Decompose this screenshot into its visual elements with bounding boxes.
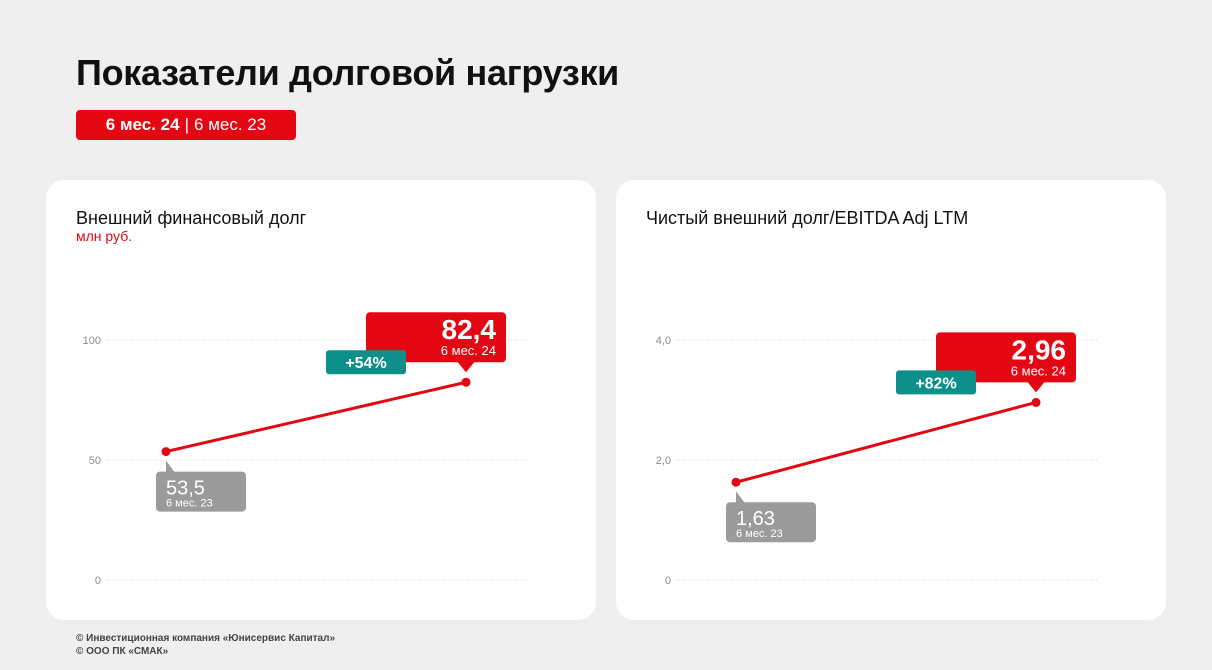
period-label: 6 мес. 23 [166,498,213,510]
change-label: +82% [915,375,956,392]
current-value-callout: 82,46 мес. 24 [366,312,506,373]
data-point [1031,397,1041,407]
current-value-callout: 2,966 мес. 24 [936,332,1076,393]
chart-net-debt-ebitda: 02,04,01,636 мес. 232,966 мес. 24+82% [656,332,1098,587]
callout-box [156,471,246,512]
callout-box [366,312,506,363]
data-point [731,477,741,487]
period-label: 6 мес. 23 [736,528,783,540]
y-tick-label: 4,0 [656,335,671,347]
period-separator: | [184,115,190,134]
previous-value-callout: 1,636 мес. 23 [726,491,816,543]
y-tick-label: 0 [95,575,101,587]
data-label: 2,96 [1012,334,1067,365]
chart-card-net-debt-ebitda: Чистый внешний долг/EBITDA Adj LTM 0 2,0 4… [616,180,1166,620]
change-label: +54% [345,355,386,372]
chart-title: Чистый внешний долг/EBITDA Adj LTM [646,208,969,228]
period-label: 6 мес. 24 [441,343,496,358]
callout-box [726,502,816,543]
chart-title: Внешний финансовый долг [76,208,307,228]
change-badge [896,370,976,395]
y-tick-label: 0 [665,575,671,587]
callout-pointer [736,491,745,504]
page-title: Показатели долговой нагрузки [76,52,620,93]
copyright-line: © ООО ПК «СМАК» [76,646,169,657]
y-tick-label: 2,0 [656,455,671,467]
change-badge [326,350,406,375]
data-label: 1,63 [736,508,775,530]
y-tick-label: 50 [89,455,101,467]
data-point [161,447,171,457]
data-label: 82,4 [442,314,497,345]
data-point [461,377,471,387]
series-line [734,400,1038,484]
footer-copyright: © Инвестиционная компания «Юнисервис Кап… [76,632,335,658]
callout-pointer [166,460,175,473]
callout-pointer [1027,381,1045,393]
chart-card-external-debt: Внешний финансовый долг млн руб. 0 50 100 5… [46,180,596,620]
y-tick-label: 100 [83,335,101,347]
period-current-label: 6 мес. 24 [105,115,180,134]
copyright-line: © Инвестиционная компания «Юнисервис Кап… [76,633,336,644]
period-legend: 6 мес. 24 | 6 мес. 23 [76,110,296,140]
period-label: 6 мес. 24 [1011,363,1066,378]
callout-box [936,332,1076,383]
previous-value-callout: 53,56 мес. 23 [156,460,246,512]
series-line [164,380,468,454]
callout-pointer [457,361,475,373]
period-previous-label: 6 мес. 23 [194,115,267,134]
chart-unit: млн руб. [76,228,133,244]
data-label: 53,5 [166,478,205,500]
